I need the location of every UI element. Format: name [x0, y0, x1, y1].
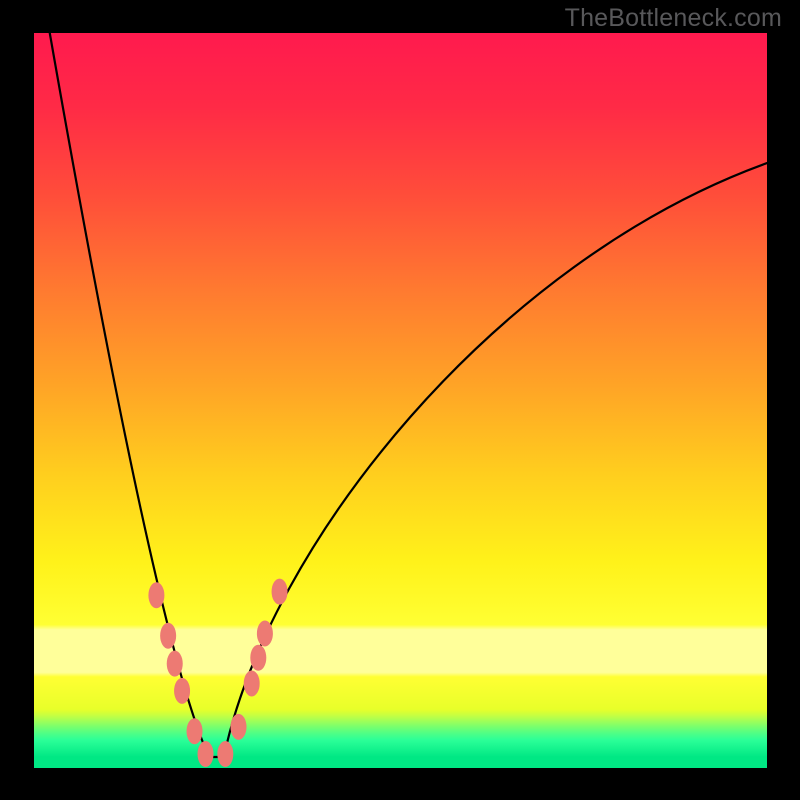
chart-root: TheBottleneck.com [0, 0, 800, 800]
watermark-text: TheBottleneck.com [565, 4, 782, 33]
gradient-background [34, 33, 767, 768]
plot-area [34, 33, 767, 768]
